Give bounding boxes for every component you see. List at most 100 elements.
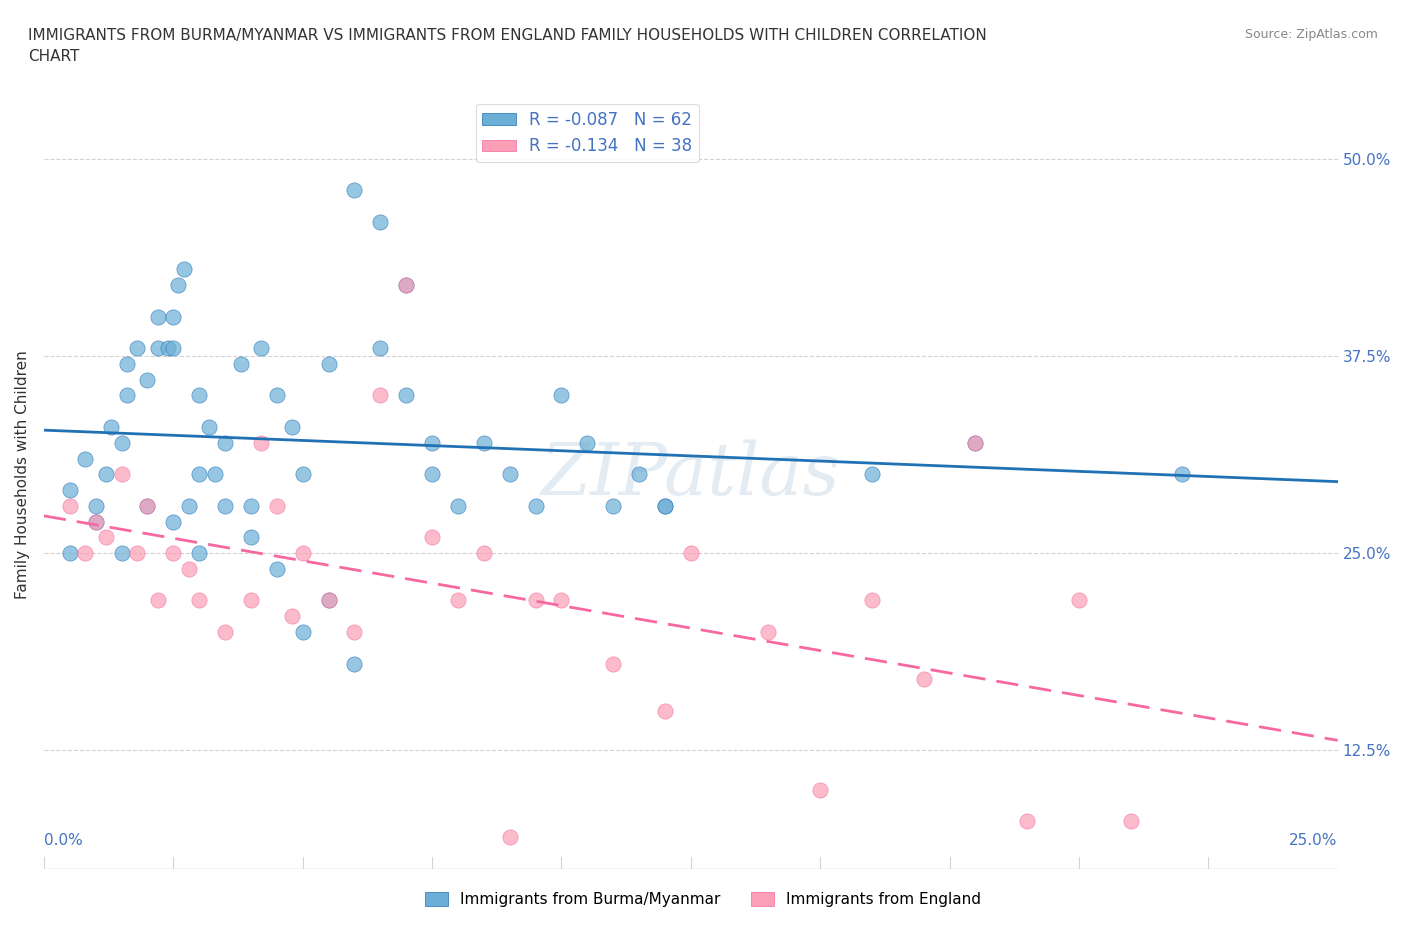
Point bbox=[291, 546, 314, 561]
Point bbox=[146, 593, 169, 608]
Point bbox=[75, 546, 97, 561]
Point bbox=[239, 593, 262, 608]
Point bbox=[912, 671, 935, 686]
Point bbox=[84, 514, 107, 529]
Point bbox=[860, 593, 883, 608]
Point bbox=[368, 388, 391, 403]
Point bbox=[84, 498, 107, 513]
Point bbox=[1119, 814, 1142, 829]
Point bbox=[420, 467, 443, 482]
Point bbox=[229, 356, 252, 371]
Point bbox=[291, 467, 314, 482]
Text: 25.0%: 25.0% bbox=[1289, 833, 1337, 848]
Point bbox=[239, 498, 262, 513]
Point bbox=[59, 498, 82, 513]
Point bbox=[281, 609, 304, 624]
Text: IMMIGRANTS FROM BURMA/MYANMAR VS IMMIGRANTS FROM ENGLAND FAMILY HOUSEHOLDS WITH : IMMIGRANTS FROM BURMA/MYANMAR VS IMMIGRA… bbox=[28, 28, 987, 64]
Legend: Immigrants from Burma/Myanmar, Immigrants from England: Immigrants from Burma/Myanmar, Immigrant… bbox=[419, 885, 987, 913]
Point bbox=[125, 546, 148, 561]
Point bbox=[110, 546, 132, 561]
Point bbox=[146, 340, 169, 355]
Point bbox=[110, 435, 132, 450]
Point bbox=[167, 278, 190, 293]
Point bbox=[59, 483, 82, 498]
Point bbox=[266, 498, 288, 513]
Point bbox=[75, 451, 97, 466]
Point bbox=[162, 309, 184, 324]
Point bbox=[94, 530, 117, 545]
Point bbox=[550, 593, 572, 608]
Point bbox=[100, 419, 122, 434]
Point bbox=[965, 435, 987, 450]
Point bbox=[318, 593, 340, 608]
Point bbox=[162, 546, 184, 561]
Point bbox=[602, 656, 624, 671]
Point bbox=[266, 388, 288, 403]
Point bbox=[188, 546, 211, 561]
Legend: R = -0.087   N = 62, R = -0.134   N = 38: R = -0.087 N = 62, R = -0.134 N = 38 bbox=[475, 104, 699, 162]
Point bbox=[146, 309, 169, 324]
Point bbox=[136, 372, 159, 387]
Point bbox=[84, 514, 107, 529]
Point bbox=[420, 435, 443, 450]
Point bbox=[965, 435, 987, 450]
Point bbox=[157, 340, 180, 355]
Text: Source: ZipAtlas.com: Source: ZipAtlas.com bbox=[1244, 28, 1378, 41]
Point bbox=[125, 340, 148, 355]
Point bbox=[368, 340, 391, 355]
Point bbox=[368, 215, 391, 230]
Point bbox=[162, 514, 184, 529]
Point bbox=[679, 546, 702, 561]
Point bbox=[115, 388, 138, 403]
Point bbox=[173, 262, 195, 277]
Text: ZIPatlas: ZIPatlas bbox=[541, 439, 841, 510]
Point bbox=[1171, 467, 1194, 482]
Point bbox=[266, 562, 288, 577]
Point bbox=[524, 593, 547, 608]
Point bbox=[214, 625, 236, 640]
Point bbox=[214, 435, 236, 450]
Point bbox=[395, 278, 418, 293]
Point bbox=[188, 467, 211, 482]
Point bbox=[420, 530, 443, 545]
Point bbox=[110, 467, 132, 482]
Point bbox=[808, 782, 831, 797]
Point bbox=[318, 356, 340, 371]
Point bbox=[94, 467, 117, 482]
Point bbox=[627, 467, 650, 482]
Point bbox=[162, 340, 184, 355]
Point bbox=[550, 388, 572, 403]
Point bbox=[291, 625, 314, 640]
Point bbox=[472, 546, 495, 561]
Point bbox=[250, 340, 273, 355]
Point bbox=[758, 625, 780, 640]
Point bbox=[136, 498, 159, 513]
Point bbox=[250, 435, 273, 450]
Point bbox=[239, 530, 262, 545]
Point bbox=[318, 593, 340, 608]
Y-axis label: Family Households with Children: Family Households with Children bbox=[15, 350, 30, 599]
Point bbox=[198, 419, 221, 434]
Point bbox=[447, 498, 470, 513]
Point bbox=[1017, 814, 1039, 829]
Point bbox=[188, 388, 211, 403]
Point bbox=[654, 703, 676, 718]
Point bbox=[498, 467, 520, 482]
Point bbox=[602, 498, 624, 513]
Text: 0.0%: 0.0% bbox=[44, 833, 83, 848]
Point bbox=[115, 356, 138, 371]
Point bbox=[654, 498, 676, 513]
Point bbox=[59, 546, 82, 561]
Point bbox=[654, 498, 676, 513]
Point bbox=[343, 183, 366, 198]
Point bbox=[860, 467, 883, 482]
Point bbox=[204, 467, 226, 482]
Point bbox=[472, 435, 495, 450]
Point bbox=[524, 498, 547, 513]
Point bbox=[395, 388, 418, 403]
Point bbox=[343, 656, 366, 671]
Point bbox=[1067, 593, 1090, 608]
Point bbox=[136, 498, 159, 513]
Point bbox=[576, 435, 599, 450]
Point bbox=[188, 593, 211, 608]
